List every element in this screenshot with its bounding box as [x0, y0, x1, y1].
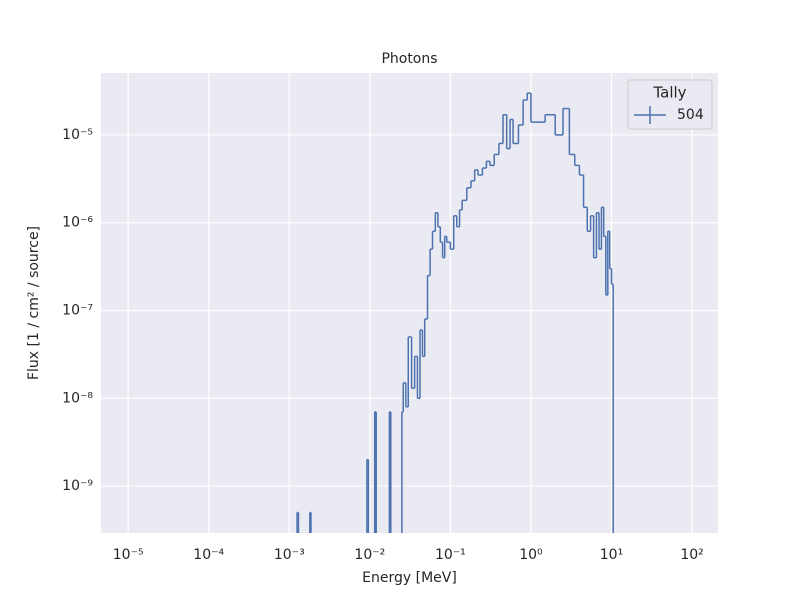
x-tick-label: 10⁰ [519, 547, 543, 563]
x-axis-label: Energy [MeV] [362, 570, 457, 586]
y-tick-label: 10⁻⁶ [62, 215, 93, 231]
y-tick-label: 10⁻⁹ [62, 478, 93, 494]
plot-area [101, 73, 718, 533]
grid [101, 73, 718, 533]
x-tick-label: 10⁻² [354, 547, 385, 563]
legend: Tally 504 [627, 79, 713, 130]
y-tick-label: 10⁻⁷ [62, 303, 93, 319]
x-tick-label: 10⁻⁴ [193, 547, 224, 563]
y-axis-label: Flux [1 / cm² / source] [26, 226, 42, 380]
y-tick-label: 10⁻⁸ [62, 390, 93, 406]
legend-label: 504 [677, 107, 704, 123]
x-tick-label: 10¹ [600, 547, 623, 563]
x-tick-label: 10⁻⁵ [113, 547, 144, 563]
series-marks [296, 92, 614, 533]
y-tick-label: 10⁻⁵ [62, 127, 93, 143]
x-tick-label: 10⁻¹ [435, 547, 466, 563]
chart-title: Photons [381, 51, 437, 67]
x-tick-label: 10² [680, 547, 703, 563]
legend-title: Tally [652, 84, 686, 102]
x-tick-label: 10⁻³ [274, 547, 305, 563]
legend-box [627, 79, 713, 130]
